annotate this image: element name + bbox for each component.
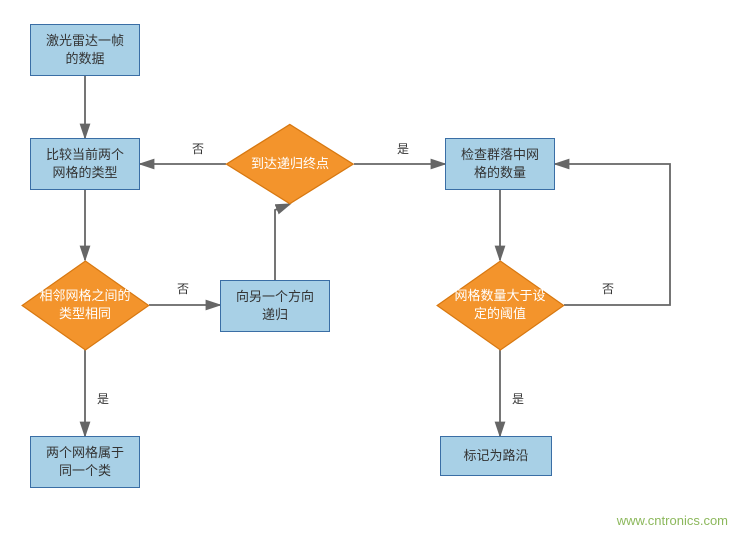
edge-label-d1-n3: 是 xyxy=(95,390,111,407)
edge-label-d1-n4: 否 xyxy=(175,280,191,297)
diamond-label: 相邻网格之间的类型相同 xyxy=(21,260,149,350)
node-n5: 检查群落中网格的数量 xyxy=(445,138,555,190)
node-n1: 激光雷达一帧的数据 xyxy=(30,24,140,76)
node-n3: 两个网格属于同一个类 xyxy=(30,436,140,488)
edge-label-d3-n5: 否 xyxy=(600,280,616,297)
node-n2: 比较当前两个网格的类型 xyxy=(30,138,140,190)
edge-label-d2-n5: 是 xyxy=(395,140,411,157)
watermark: www.cntronics.com xyxy=(617,513,728,528)
node-n4: 向另一个方向递归 xyxy=(220,280,330,332)
edge-label-d3-n6: 是 xyxy=(510,390,526,407)
node-n6: 标记为路沿 xyxy=(440,436,552,476)
edge-n4-d2 xyxy=(275,204,290,280)
edge-label-d2-n2: 否 xyxy=(190,140,206,157)
diamond-label: 网格数量大于设定的阈值 xyxy=(436,260,564,350)
diamond-label: 到达递归终点 xyxy=(226,124,354,204)
flowchart-canvas: 激光雷达一帧的数据比较当前两个网格的类型相邻网格之间的类型相同两个网格属于同一个… xyxy=(0,0,740,536)
